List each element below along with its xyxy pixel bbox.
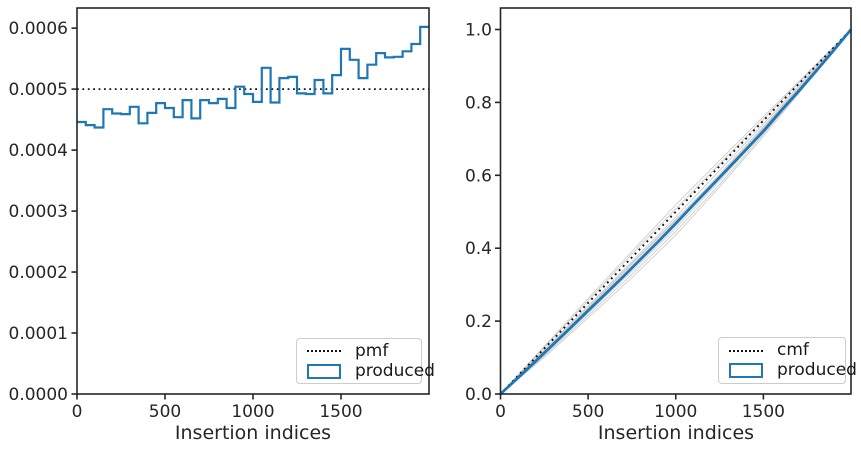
x-tick-label: 0 bbox=[72, 402, 83, 422]
x-tick-label: 500 bbox=[572, 402, 604, 422]
background-run-line bbox=[500, 29, 852, 395]
x-tick-label: 500 bbox=[149, 402, 181, 422]
background-run-line bbox=[500, 29, 852, 395]
axes-left-content bbox=[77, 25, 429, 129]
right-legend: cmf produced bbox=[718, 337, 857, 384]
legend-label-pmf: pmf bbox=[355, 340, 389, 361]
legend-label-produced-right: produced bbox=[777, 360, 857, 380]
axes-frame bbox=[76, 7, 430, 395]
axes-right-content bbox=[499, 28, 853, 396]
background-run-line bbox=[500, 29, 852, 395]
y-tick-label: 0.0001 bbox=[9, 324, 68, 344]
x-tick-label: 1000 bbox=[231, 402, 274, 422]
y-tick-label: 0.0000 bbox=[9, 385, 68, 405]
background-run-line bbox=[500, 29, 852, 395]
left-legend: pmf produced bbox=[296, 338, 435, 384]
y-tick-label: 0.6 bbox=[465, 166, 492, 186]
legend-row-cmf: cmf bbox=[729, 342, 835, 359]
x-tick-label: 1500 bbox=[742, 402, 785, 422]
y-tick-label: 0.0003 bbox=[9, 202, 68, 222]
legend-row-produced: produced bbox=[307, 362, 435, 380]
x-tick-label: 0 bbox=[495, 402, 506, 422]
right-x-axis-label: Insertion indices bbox=[598, 422, 754, 444]
produced-histogram-step-line bbox=[77, 25, 429, 129]
legend-label-produced: produced bbox=[355, 360, 435, 381]
pmf-dotted-line-swatch bbox=[307, 350, 341, 352]
left-x-axis-label: Insertion indices bbox=[175, 422, 331, 444]
produced-cdf-line bbox=[499, 28, 853, 396]
y-tick-label: 0.4 bbox=[465, 239, 492, 259]
y-tick-label: 0.0006 bbox=[9, 19, 68, 39]
produced-step-swatch bbox=[307, 363, 341, 379]
y-tick-label: 1.0 bbox=[465, 21, 492, 41]
x-tick-label: 1000 bbox=[654, 402, 697, 422]
produced-line-swatch bbox=[729, 363, 763, 378]
y-tick-label: 0.0002 bbox=[9, 263, 68, 283]
y-tick-label: 0.2 bbox=[465, 312, 492, 332]
y-tick-label: 0.0004 bbox=[9, 141, 68, 161]
y-tick-label: 0.0 bbox=[465, 385, 492, 405]
legend-label-cmf: cmf bbox=[777, 340, 809, 360]
x-tick-label: 1500 bbox=[319, 402, 362, 422]
subplot-cmf-lines: 0 500 1000 1500 0.0 0.2 0.4 0.6 0.8 1.0 bbox=[465, 7, 853, 422]
y-tick-label: 0.8 bbox=[465, 93, 492, 113]
axes-frame bbox=[499, 7, 852, 395]
y-tick-label: 0.0005 bbox=[9, 80, 68, 100]
legend-row-pmf: pmf bbox=[307, 340, 411, 361]
legend-row-produced-right: produced bbox=[729, 362, 857, 379]
cmf-dotted-line-swatch bbox=[729, 349, 763, 352]
subplot-pmf-histogram: 0 500 1000 1500 0.0000 0.0001 0.0002 0.0003 0.00… bbox=[9, 7, 430, 422]
